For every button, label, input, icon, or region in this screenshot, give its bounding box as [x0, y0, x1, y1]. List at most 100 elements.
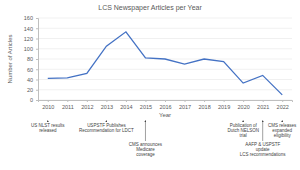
y-tick-label: 140	[24, 26, 33, 32]
grid	[38, 18, 292, 100]
annotation-line: LCS recommendations	[240, 152, 287, 157]
y-tick-mark	[36, 100, 38, 101]
y-tick: 40	[27, 77, 38, 83]
y-tick-mark	[36, 39, 38, 40]
x-tick: 2010	[42, 100, 54, 110]
y-tick: 120	[24, 36, 38, 42]
x-tick-label: 2022	[277, 104, 289, 110]
x-tick-mark	[106, 100, 107, 102]
annotation-line: released	[39, 128, 57, 133]
x-axis: 2010 2011 2012 2013 2014 2015 2016 2017 2018 2019…	[39, 100, 293, 110]
annotations: US NLST resultsreleased USPSTF PublishesR…	[31, 121, 297, 157]
y-tick-mark	[36, 80, 38, 81]
x-tick: 2019	[218, 100, 230, 110]
x-tick: 2022	[277, 100, 289, 110]
x-tick-mark	[48, 100, 49, 102]
grid-line	[38, 28, 292, 29]
annotation-arrow	[243, 121, 244, 122]
annotation-line: trial	[240, 133, 247, 138]
annotation-text: CMS announcesMedicarecoverage	[129, 142, 163, 157]
x-tick: 2011	[62, 100, 74, 110]
y-axis-title: Number of Articles	[7, 34, 13, 83]
x-tick-label: 2013	[101, 104, 113, 110]
x-tick-label: 2020	[238, 104, 250, 110]
x-tick-mark	[165, 100, 166, 102]
x-tick-label: 2015	[140, 104, 152, 110]
x-tick-label: 2017	[179, 104, 191, 110]
x-tick-mark	[204, 100, 205, 102]
x-tick-mark	[185, 100, 186, 102]
x-tick-label: 2016	[159, 104, 171, 110]
annotation-line: coverage	[136, 152, 155, 157]
annotation-text: AAFP & USPSTFupdateLCS recommendations	[240, 142, 287, 157]
x-tick-mark	[243, 100, 244, 102]
annotation: CMS releasesexpandedeligibility	[268, 121, 297, 138]
annotation: US NLST resultsreleased	[31, 121, 65, 133]
x-axis-title: Year	[159, 112, 171, 118]
x-tick: 2017	[179, 100, 191, 110]
y-tick-mark	[36, 69, 38, 70]
y-tick-label: 40	[27, 77, 33, 83]
x-tick: 2012	[81, 100, 93, 110]
chart: 0204060801001201401602010201120122013201…	[0, 0, 300, 170]
grid-line	[38, 38, 292, 39]
x-tick: 2013	[101, 100, 113, 110]
x-tick-mark	[87, 100, 88, 102]
y-tick-mark	[36, 49, 38, 50]
plot: 0204060801001201401602010201120122013201…	[24, 15, 293, 110]
annotation: CMS announcesMedicarecoverage	[129, 121, 163, 157]
annotation-line: eligibility	[274, 133, 292, 138]
grid-line	[38, 48, 292, 49]
line	[48, 32, 282, 95]
annotation: USPSTF PublishesRecommendation for LDCT	[79, 121, 134, 133]
grid-line	[38, 18, 292, 19]
annotation-arrow	[145, 121, 146, 141]
x-tick: 2018	[198, 100, 210, 110]
x-tick-mark	[145, 100, 146, 102]
y-tick-label: 60	[27, 67, 33, 73]
grid-line	[38, 69, 292, 70]
x-tick-mark	[224, 100, 225, 102]
y-tick-mark	[36, 59, 38, 60]
y-tick-mark	[36, 28, 38, 29]
y-tick-label: 80	[27, 56, 33, 62]
annotation-arrow	[282, 121, 283, 122]
x-tick-mark	[126, 100, 127, 102]
x-tick-mark	[263, 100, 264, 102]
grid-line	[38, 89, 292, 90]
x-tick-mark	[67, 100, 68, 102]
x-tick-mark	[282, 100, 283, 102]
x-tick: 2021	[257, 100, 269, 110]
y-tick: 80	[27, 56, 38, 62]
x-tick-label: 2021	[257, 104, 269, 110]
y-tick: 100	[24, 46, 38, 52]
x-tick-label: 2019	[218, 104, 230, 110]
y-tick-label: 20	[27, 87, 33, 93]
annotation-arrow	[47, 121, 48, 122]
y-axis-line	[36, 19, 39, 101]
x-axis-line	[39, 101, 293, 103]
x-tick-label: 2011	[62, 104, 74, 110]
y-tick-mark	[36, 18, 38, 19]
y-tick: 20	[27, 87, 38, 93]
annotation-line: Recommendation for LDCT	[79, 128, 134, 133]
x-tick: 2014	[120, 100, 132, 110]
annotation-text: CMS releasesexpandedeligibility	[268, 123, 297, 138]
x-tick: 2015	[140, 100, 152, 110]
y-tick: 60	[27, 67, 38, 73]
y-tick-label: 0	[30, 97, 33, 103]
y-tick: 140	[24, 26, 38, 32]
x-tick: 2020	[238, 100, 250, 110]
y-tick: 160	[24, 15, 38, 21]
y-tick: 0	[30, 97, 38, 103]
annotation: Publication ofDutch NELSONtrial	[227, 121, 259, 138]
x-tick: 2016	[159, 100, 171, 110]
y-tick-label: 100	[24, 46, 33, 52]
annotation-arrow	[106, 121, 107, 122]
annotation-text: US NLST resultsreleased	[31, 123, 65, 133]
y-tick-label: 120	[24, 36, 33, 42]
series	[48, 32, 282, 95]
x-tick-label: 2018	[198, 104, 210, 110]
y-tick-label: 160	[24, 15, 33, 21]
title: LCS Newspaper Articles per Year	[98, 4, 202, 12]
